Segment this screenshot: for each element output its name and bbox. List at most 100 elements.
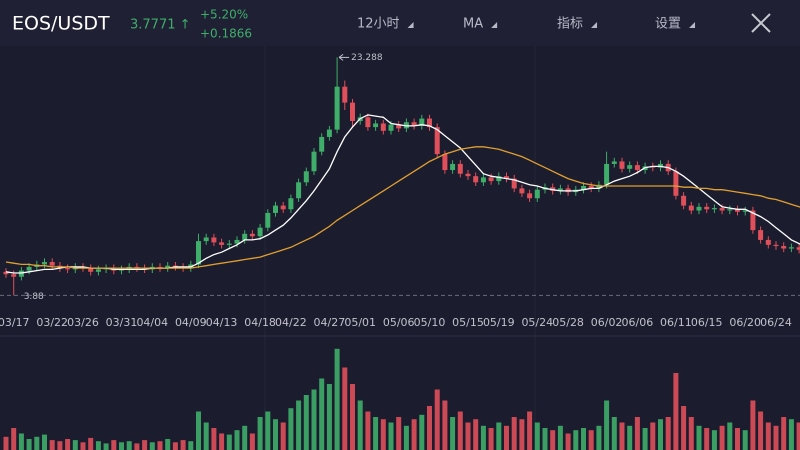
x-tick-label: 04/18	[244, 316, 276, 329]
candle-body	[234, 239, 240, 244]
candle-body	[211, 237, 217, 243]
x-tick-label: 06/15	[691, 316, 723, 329]
candle-body	[203, 237, 209, 242]
volume-bar	[604, 400, 610, 450]
menu-item[interactable]: MA	[463, 17, 483, 32]
candle-body	[627, 165, 633, 169]
volume-bar	[480, 425, 486, 450]
volume-bar	[696, 425, 702, 450]
candle-body	[465, 173, 471, 177]
volume-bar	[735, 428, 740, 450]
candle-body	[604, 163, 610, 185]
candle-body	[226, 243, 232, 245]
volume-bar	[681, 406, 687, 450]
candle-body	[681, 195, 687, 206]
candle-body	[303, 171, 309, 183]
candle-body	[696, 206, 702, 211]
volume-bar	[49, 440, 55, 450]
candle-body	[688, 205, 694, 211]
menu-caret	[689, 22, 696, 28]
candle-body	[165, 265, 171, 269]
volume-bar	[365, 411, 371, 450]
volume-bar	[573, 430, 579, 450]
candle-body	[581, 185, 586, 190]
candle-body	[742, 210, 748, 212]
candle-body	[3, 271, 9, 275]
volume-bar	[557, 425, 563, 450]
candle-body	[504, 176, 509, 179]
x-tick-label: 04/04	[136, 316, 168, 329]
header-bar	[0, 0, 800, 46]
volume-bar	[34, 436, 40, 450]
volume-bar	[157, 441, 163, 450]
candle-body	[434, 127, 440, 155]
volume-bar	[773, 425, 779, 450]
change-abs: +0.1866	[200, 27, 252, 41]
candle-body	[527, 193, 533, 199]
menu-item[interactable]: 12小时	[357, 17, 400, 32]
volume-bar	[134, 443, 140, 450]
close-button[interactable]	[751, 13, 771, 33]
volume-bar	[172, 442, 178, 450]
candle-body	[619, 161, 625, 169]
x-tick-label: 06/06	[622, 316, 654, 329]
candle-body	[396, 124, 402, 129]
volume-bar	[3, 436, 9, 450]
candle-body	[42, 261, 47, 265]
candle-body	[319, 136, 325, 152]
volume-bar	[149, 442, 155, 450]
volume-bar	[326, 384, 332, 450]
candle-body	[280, 205, 286, 210]
x-tick-label: 05/28	[552, 316, 584, 329]
volume-bar	[719, 425, 725, 450]
candle-body	[557, 188, 563, 191]
candle-body	[219, 242, 225, 245]
volume-bar	[634, 417, 640, 450]
candle-body	[750, 210, 756, 231]
volume-bar	[72, 440, 78, 450]
candle-body	[796, 247, 800, 250]
volume-bar	[226, 434, 232, 450]
volume-bar	[88, 437, 94, 450]
menu-item[interactable]: 设置	[655, 17, 681, 32]
volume-bar	[457, 411, 463, 450]
volume-bar	[519, 419, 525, 450]
x-tick-label: 06/24	[760, 316, 792, 329]
candle-body	[411, 122, 417, 126]
candle-body	[480, 177, 486, 183]
candle-body	[242, 233, 248, 240]
volume-bar	[342, 367, 348, 450]
volume-bar	[288, 408, 294, 450]
candle-body	[265, 212, 271, 228]
candle-body	[380, 123, 386, 131]
volume-bar	[534, 422, 540, 450]
volume-bar	[673, 373, 679, 450]
x-tick-label: 05/15	[452, 316, 484, 329]
candle-body	[427, 118, 432, 128]
menu-caret	[591, 22, 598, 28]
candle-body	[26, 266, 32, 271]
candle-body	[765, 239, 771, 245]
x-tick-label: 06/20	[729, 316, 761, 329]
candle-body	[311, 151, 317, 172]
candle-body	[519, 188, 525, 194]
volume-bar	[188, 441, 194, 450]
candle-body	[257, 227, 263, 237]
volume-bar	[11, 428, 17, 450]
candle-body	[735, 209, 740, 212]
candle-body	[365, 117, 371, 128]
menu-item[interactable]: 指标	[557, 17, 583, 32]
volume-bar	[111, 440, 117, 450]
volume-bar	[211, 428, 217, 450]
candle-body	[49, 261, 55, 266]
x-tick-label: 04/09	[175, 316, 207, 329]
candle-body	[373, 123, 379, 128]
volume-bar	[126, 441, 132, 450]
menu-caret	[491, 22, 498, 28]
candle-body	[11, 274, 17, 277]
candle-body	[350, 102, 355, 122]
candle-body	[342, 86, 348, 103]
low-label: 3.88	[24, 292, 44, 302]
